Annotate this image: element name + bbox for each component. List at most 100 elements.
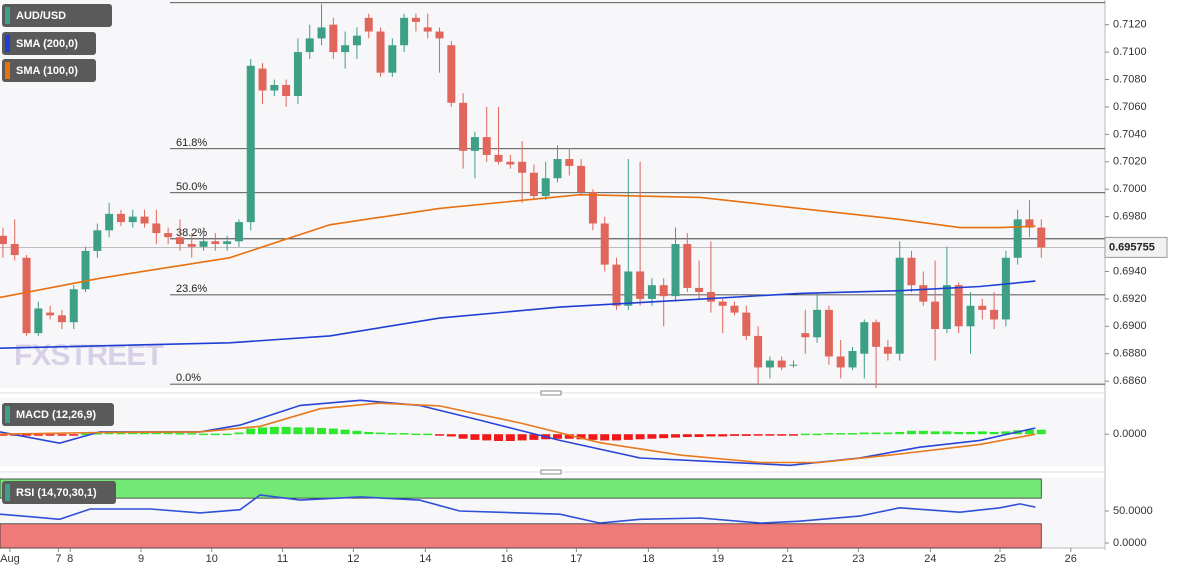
legend-box[interactable] (2, 4, 112, 27)
y-tick-label: 0.6900 (1113, 320, 1147, 332)
histogram-bar (340, 429, 350, 435)
histogram-bar (753, 434, 763, 436)
candle-body (140, 216, 149, 224)
legend-box[interactable] (2, 59, 96, 82)
fib-label: 61.8% (176, 137, 207, 149)
histogram-bar (293, 427, 303, 435)
candle-body (824, 309, 833, 357)
histogram-bar (151, 432, 161, 435)
histogram-bar (222, 433, 232, 436)
candle-body (364, 17, 373, 32)
x-tick-label: 18 (642, 553, 654, 565)
candle-body (529, 172, 538, 197)
candle-body (175, 237, 184, 245)
sma-line (0, 193, 1036, 299)
x-tick-label: 19 (712, 553, 724, 565)
histogram-bar (376, 432, 386, 435)
histogram-bar (175, 433, 185, 435)
candle-body (883, 346, 892, 354)
candle-body (860, 322, 869, 354)
candle-body (612, 264, 621, 306)
histogram-bar (576, 434, 586, 440)
x-tick-label: 7 (55, 553, 61, 565)
candle-body (211, 241, 220, 245)
candle-body (411, 17, 420, 22)
y-tick-label: 0.7020 (1113, 156, 1147, 168)
candle-body (659, 285, 668, 297)
histogram-bar (328, 428, 338, 435)
legend-box[interactable] (2, 481, 116, 504)
fib-label: 23.6% (176, 283, 207, 295)
candle-body (57, 315, 66, 323)
legend-label: MACD (12,26,9) (16, 409, 96, 421)
candle-body (553, 159, 562, 179)
histogram-bar (623, 434, 633, 440)
candle-body (954, 285, 963, 327)
histogram-bar (741, 434, 751, 436)
y-tick-label: 0.0000 (1113, 428, 1147, 440)
candle-body (164, 233, 173, 238)
candle-body (966, 305, 975, 327)
legend-label: RSI (14,70,30,1) (16, 487, 97, 499)
histogram-bar (269, 426, 279, 435)
candle-body (872, 322, 881, 347)
candle-body (801, 333, 810, 338)
candle-body (907, 257, 916, 286)
candle-body (293, 52, 302, 96)
histogram-bar (612, 434, 622, 441)
plot-layer: 0.7120 0.7100 0.7080 0.7060 0.7040 0.7020 0.70… (0, 0, 1153, 565)
sma-line (0, 280, 1036, 349)
legend-box[interactable] (2, 32, 96, 55)
x-tick-label: 26 (1065, 553, 1077, 565)
candle-body (152, 223, 161, 234)
legend-swatch (5, 35, 10, 52)
candle-body (317, 27, 326, 39)
histogram-bar (505, 434, 515, 441)
x-tick-label: 21 (781, 553, 793, 565)
candle-body (919, 285, 928, 302)
histogram-bar (92, 433, 102, 435)
rsi-line (0, 494, 1036, 524)
y-tick-label: 0.6920 (1113, 293, 1147, 305)
panel-splitter[interactable] (0, 390, 1105, 396)
candle-body (624, 271, 633, 306)
candle-body (1037, 227, 1046, 248)
x-tick-label: 9 (138, 553, 144, 565)
histogram-bar (317, 427, 327, 435)
legend: AUD/USD SMA (200,0) SMA (100,0) MACD (12… (2, 4, 116, 504)
y-tick-label: 0.7100 (1113, 46, 1147, 58)
candle-body (565, 159, 574, 166)
legend-swatch (5, 7, 10, 24)
legend-label: SMA (200,0) (16, 38, 78, 50)
histogram-bar (494, 434, 504, 441)
candle-body (447, 45, 456, 103)
candle-body (683, 244, 692, 288)
panel-splitter[interactable] (0, 469, 1105, 475)
histogram-bar (977, 431, 987, 435)
histogram-bar (812, 433, 822, 436)
candle-body (282, 85, 291, 96)
legend-swatch (5, 62, 10, 79)
histogram-bar (836, 433, 846, 435)
histogram-bar (458, 434, 468, 439)
histogram-bar (482, 434, 492, 441)
histogram-bar (258, 427, 268, 435)
candle-body (234, 222, 243, 242)
candle-body (600, 223, 609, 265)
legend-box[interactable] (2, 403, 114, 426)
candle-body (329, 24, 338, 53)
x-tick-label: 12 (347, 553, 359, 565)
candle-body (187, 244, 196, 247)
histogram-bar (411, 433, 421, 436)
histogram-bar (22, 434, 32, 436)
histogram-bar (706, 434, 716, 437)
candle-body (848, 350, 857, 368)
candle-body (128, 216, 137, 223)
candle-body (636, 271, 645, 299)
histogram-bar (718, 434, 728, 437)
histogram-bar (387, 433, 397, 435)
histogram-bar (788, 434, 798, 436)
candle-body (46, 312, 55, 316)
candle-body (10, 244, 19, 256)
